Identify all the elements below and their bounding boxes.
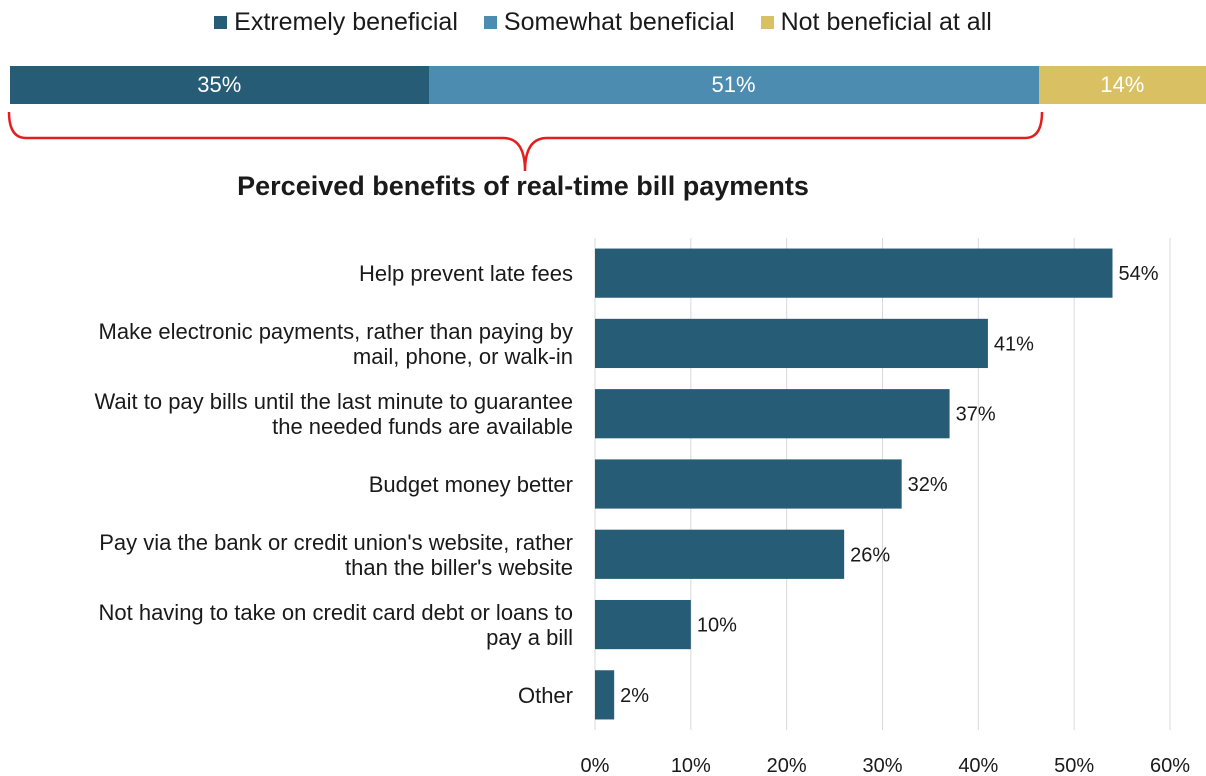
- category-label: Make electronic payments, rather than pa…: [99, 319, 573, 369]
- segment-value-label: 51%: [711, 72, 756, 97]
- x-tick-label: 60%: [1150, 755, 1190, 776]
- x-tick-label: 10%: [671, 755, 711, 776]
- bar: [595, 248, 1113, 298]
- legend-swatch: [483, 15, 497, 29]
- category-label: Help prevent late fees: [359, 261, 573, 286]
- stacked-segment: 51%: [428, 66, 1039, 104]
- category-label: Wait to pay bills until the last minute …: [94, 389, 573, 439]
- bar: [595, 529, 845, 579]
- legend-label: Somewhat beneficial: [503, 7, 735, 36]
- bar-value-label: 54%: [1119, 263, 1159, 285]
- x-tick-label: 40%: [958, 755, 998, 776]
- bar-value-label: 10%: [697, 615, 737, 637]
- legend-swatch: [760, 15, 774, 29]
- segment-value-label: 14%: [1100, 72, 1145, 97]
- legend-item: Not beneficial at all: [760, 7, 992, 37]
- bar-value-label: 37%: [956, 404, 996, 426]
- category-label: Pay via the bank or credit union's websi…: [99, 530, 573, 580]
- chart-title: Perceived benefits of real-time bill pay…: [237, 171, 809, 201]
- x-tick-label: 50%: [1054, 755, 1094, 776]
- bracket-brace: [7, 111, 1044, 172]
- legend-label: Extremely beneficial: [234, 7, 458, 36]
- bar-value-label: 32%: [908, 474, 948, 496]
- legend-item: Somewhat beneficial: [483, 7, 735, 37]
- bar-value-label: 2%: [620, 685, 649, 707]
- bar: [595, 599, 691, 650]
- legend-item: Extremely beneficial: [214, 8, 458, 37]
- x-tick-label: 30%: [862, 755, 902, 776]
- stacked-bar: 35% 51% 14%: [10, 66, 1206, 104]
- bar-value-label: 26%: [850, 544, 890, 566]
- bar: [595, 318, 988, 369]
- x-tick-label: 20%: [767, 755, 807, 776]
- bar: [595, 459, 902, 509]
- category-label: Budget money better: [369, 472, 573, 497]
- bar-value-label: 41%: [994, 333, 1034, 355]
- category-label: Other: [518, 683, 573, 708]
- legend-swatch: [214, 15, 228, 29]
- stacked-segment: 35%: [10, 66, 429, 104]
- stacked-segment: 14%: [1038, 66, 1206, 104]
- legend-label: Not beneficial at all: [780, 7, 992, 36]
- category-label: Not having to take on credit card debt o…: [98, 600, 573, 650]
- bar: [595, 389, 950, 439]
- chart-legend: Extremely beneficial Somewhat beneficial N…: [0, 4, 1206, 40]
- x-tick-label: 0%: [581, 755, 610, 776]
- bar: [595, 670, 615, 720]
- segment-value-label: 35%: [197, 72, 242, 97]
